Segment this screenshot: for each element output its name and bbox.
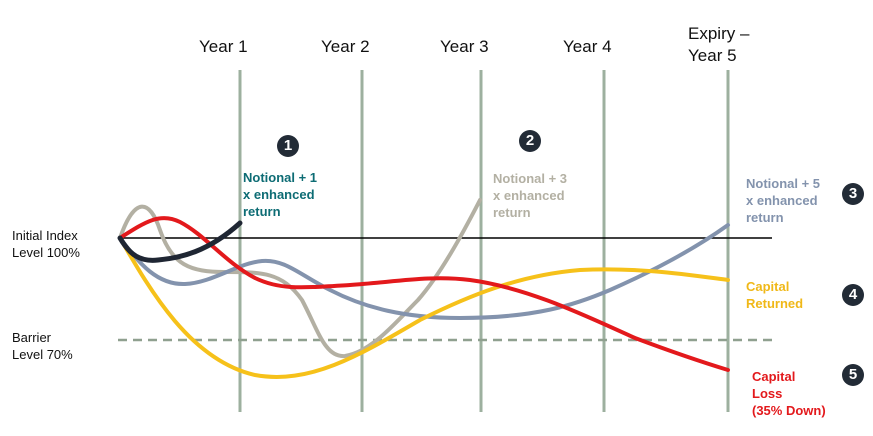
outcome-4-text: Capital Returned [746, 278, 803, 312]
outcome-5-text: Capital Loss (35% Down) [752, 368, 826, 419]
path-2-grey [118, 198, 482, 359]
outcome-4-badge: 4 [842, 284, 864, 306]
outcome-3-line1: Notional + 5 [746, 176, 821, 191]
outcome-3-text: Notional + 5 x enhanced return [746, 175, 820, 226]
year-5-label: Year 5 [688, 46, 737, 65]
outcome-2-badge: 2 [519, 130, 541, 152]
path-1-navy [117, 220, 243, 263]
outcome-5-badge: 5 [842, 364, 864, 386]
outcome-5-line1: Capital [752, 369, 796, 384]
outcome-1-badge: 1 [277, 135, 299, 157]
year-3-label: Year 3 [440, 37, 489, 56]
outcome-3-line2: x enhanced [746, 193, 818, 208]
outcome-3-badge: 3 [842, 183, 864, 205]
outcome-2-text: Notional + 3 x enhanced return [493, 170, 567, 221]
outcome-1-line2: x enhanced [243, 187, 315, 202]
outcome-2-line1: Notional + 3 [493, 171, 568, 186]
outcome-4-line2: Returned [746, 296, 804, 311]
outcome-4-line1: Capital [746, 279, 790, 294]
barrier-label-line2: Level 70% [12, 347, 73, 362]
outcome-2-line3: return [493, 205, 531, 220]
outcome-5-line3: (35% Down) [752, 403, 826, 418]
path-4-yellow [118, 236, 730, 379]
initial-level-label-line1: Initial Index [12, 228, 78, 243]
initial-level-label-line2: Level 100% [12, 245, 80, 260]
outcome-1-line1: Notional + 1 [243, 170, 318, 185]
path-3-blue [118, 223, 730, 321]
year-1-label: Year 1 [199, 37, 248, 56]
outcome-1-line3: return [243, 204, 281, 219]
outcome-3-line3: return [746, 210, 784, 225]
outcome-1-text: Notional + 1 x enhanced return [243, 169, 317, 220]
outcome-2-line2: x enhanced [493, 188, 565, 203]
barrier-label-line1: Barrier [12, 330, 52, 345]
path-5-red [118, 216, 730, 372]
outcome-5-line2: Loss [752, 386, 783, 401]
year-2-label: Year 2 [321, 37, 370, 56]
year-4-label: Year 4 [563, 37, 612, 56]
expiry-label: Expiry – [688, 24, 750, 43]
